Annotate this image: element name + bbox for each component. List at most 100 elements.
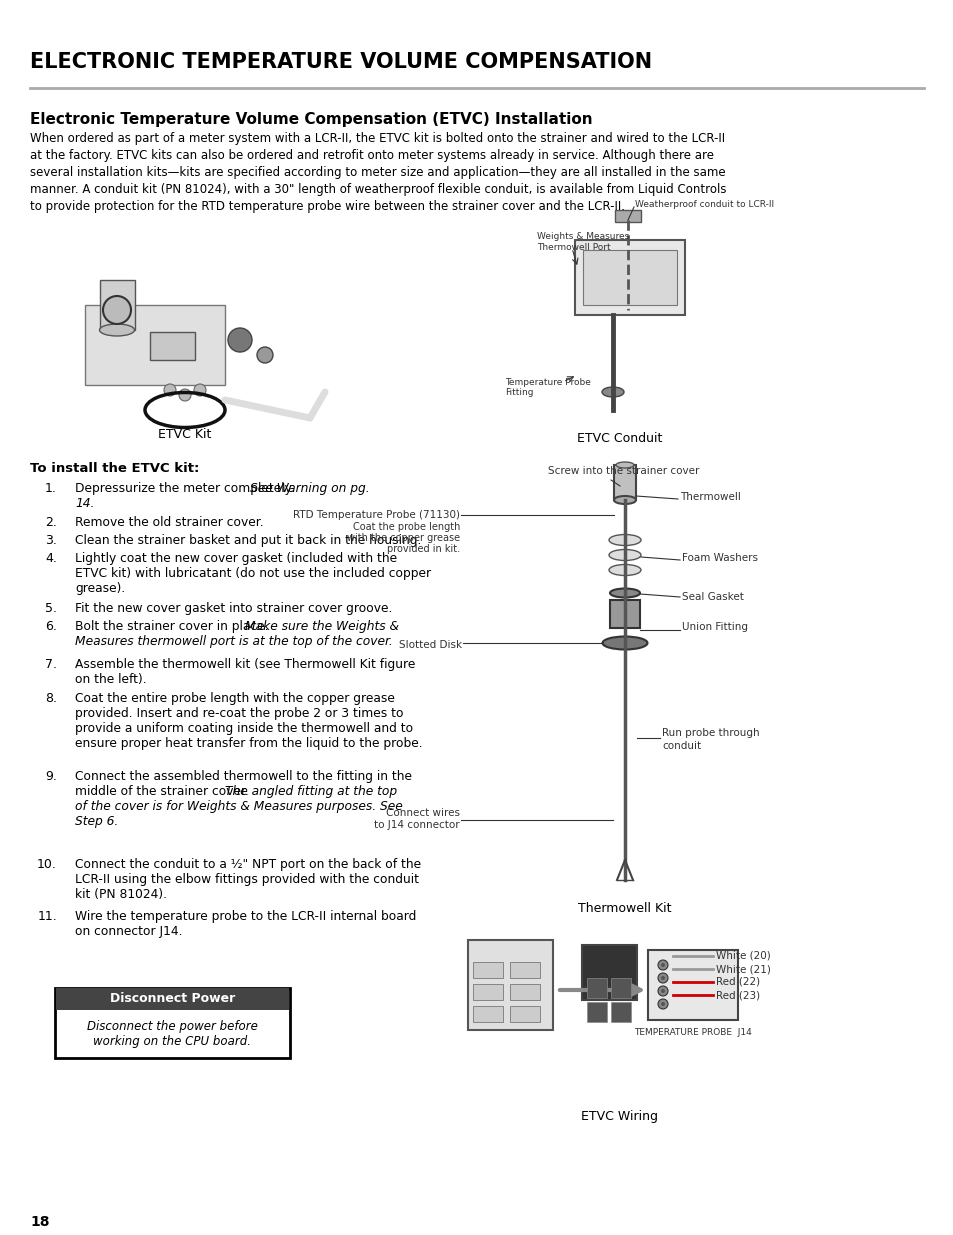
Bar <box>615 210 640 222</box>
Text: Weights & Measures: Weights & Measures <box>537 232 629 241</box>
Text: with the copper grease: with the copper grease <box>347 534 459 543</box>
Text: Connect wires: Connect wires <box>386 808 459 818</box>
Text: Foam Washers: Foam Washers <box>681 553 758 563</box>
Text: Run probe through: Run probe through <box>661 727 759 739</box>
Ellipse shape <box>608 550 640 561</box>
Text: Wire the temperature probe to the LCR-II internal board: Wire the temperature probe to the LCR-II… <box>75 910 416 923</box>
Text: Thermowell Kit: Thermowell Kit <box>578 902 671 915</box>
Circle shape <box>660 989 664 993</box>
Text: several installation kits—kits are specified according to meter size and applica: several installation kits—kits are speci… <box>30 165 725 179</box>
Circle shape <box>103 296 131 324</box>
Text: 11.: 11. <box>37 910 57 923</box>
Text: Coat the probe length: Coat the probe length <box>353 522 459 532</box>
Text: Step 6.: Step 6. <box>75 815 118 827</box>
Text: on connector J14.: on connector J14. <box>75 925 182 939</box>
Ellipse shape <box>608 564 640 576</box>
Text: Assemble the thermowell kit (see Thermowell Kit figure: Assemble the thermowell kit (see Thermow… <box>75 658 415 671</box>
Text: Depressurize the meter completely.: Depressurize the meter completely. <box>75 482 297 495</box>
Text: 1.: 1. <box>45 482 57 495</box>
Bar <box>510 984 539 1000</box>
Text: provided. Insert and re-coat the probe 2 or 3 times to: provided. Insert and re-coat the probe 2… <box>75 706 403 720</box>
Bar <box>575 240 684 315</box>
Text: ensure proper heat transfer from the liquid to the probe.: ensure proper heat transfer from the liq… <box>75 737 422 750</box>
Ellipse shape <box>601 387 623 396</box>
Circle shape <box>256 347 273 363</box>
Text: Connect the assembled thermowell to the fitting in the: Connect the assembled thermowell to the … <box>75 769 412 783</box>
Text: Clean the strainer basket and put it back in the housing.: Clean the strainer basket and put it bac… <box>75 534 421 547</box>
Text: Weatherproof conduit to LCR-II: Weatherproof conduit to LCR-II <box>635 200 773 209</box>
Bar <box>614 466 636 500</box>
Bar <box>610 1002 630 1023</box>
Text: 18: 18 <box>30 1215 50 1229</box>
Text: to J14 connector: to J14 connector <box>374 820 459 830</box>
Circle shape <box>660 976 664 981</box>
Text: Remove the old strainer cover.: Remove the old strainer cover. <box>75 516 263 529</box>
Text: ETVC Wiring: ETVC Wiring <box>581 1110 658 1123</box>
Bar <box>510 962 539 978</box>
Circle shape <box>658 999 667 1009</box>
Text: grease).: grease). <box>75 582 125 595</box>
Text: To install the ETVC kit:: To install the ETVC kit: <box>30 462 199 475</box>
Text: Lightly coat the new cover gasket (included with the: Lightly coat the new cover gasket (inclu… <box>75 552 396 564</box>
Text: of the cover is for Weights & Measures purposes. See: of the cover is for Weights & Measures p… <box>75 800 402 813</box>
Bar <box>56 988 289 1010</box>
Text: at the factory. ETVC kits can also be ordered and retrofit onto meter systems al: at the factory. ETVC kits can also be or… <box>30 149 713 162</box>
Text: ETVC Conduit: ETVC Conduit <box>577 432 662 445</box>
Text: 9.: 9. <box>45 769 57 783</box>
Text: Make sure the Weights &: Make sure the Weights & <box>245 620 398 634</box>
Text: Disconnect Power: Disconnect Power <box>110 993 234 1005</box>
Bar <box>582 249 677 305</box>
Text: provide a uniform coating inside the thermowell and to: provide a uniform coating inside the the… <box>75 722 413 735</box>
Text: Union Fitting: Union Fitting <box>681 622 747 632</box>
Bar <box>100 280 135 330</box>
Circle shape <box>193 384 206 396</box>
Bar <box>85 305 225 385</box>
Bar <box>510 1007 539 1023</box>
Text: 6.: 6. <box>45 620 57 634</box>
Text: manner. A conduit kit (PN 81024), with a 30" length of weatherproof flexible con: manner. A conduit kit (PN 81024), with a… <box>30 183 726 196</box>
Text: 10.: 10. <box>37 858 57 871</box>
Text: 2.: 2. <box>45 516 57 529</box>
Text: 8.: 8. <box>45 692 57 705</box>
Text: 4.: 4. <box>45 552 57 564</box>
Bar <box>586 1002 606 1023</box>
Text: White (20): White (20) <box>716 951 770 961</box>
Text: Red (22): Red (22) <box>716 977 760 987</box>
Bar <box>473 1007 502 1023</box>
Text: Temperature Probe
Fitting: Temperature Probe Fitting <box>504 378 590 398</box>
Text: Seal Gasket: Seal Gasket <box>681 592 743 601</box>
Text: provided in kit.: provided in kit. <box>387 543 459 555</box>
Text: conduit: conduit <box>661 741 700 751</box>
Text: LCR-II using the elbow fittings provided with the conduit: LCR-II using the elbow fittings provided… <box>75 873 418 885</box>
Text: When ordered as part of a meter system with a LCR-II, the ETVC kit is bolted ont: When ordered as part of a meter system w… <box>30 132 724 144</box>
Text: Fit the new cover gasket into strainer cover groove.: Fit the new cover gasket into strainer c… <box>75 601 392 615</box>
Text: Screw into the strainer cover: Screw into the strainer cover <box>547 466 699 475</box>
Text: TEMPERATURE PROBE  J14: TEMPERATURE PROBE J14 <box>634 1028 751 1037</box>
Text: RTD Temperature Probe (71130): RTD Temperature Probe (71130) <box>293 510 459 520</box>
Text: Disconnect the power before
working on the CPU board.: Disconnect the power before working on t… <box>87 1020 257 1049</box>
Circle shape <box>658 960 667 969</box>
Bar <box>473 984 502 1000</box>
Text: See Warning on pg.: See Warning on pg. <box>250 482 369 495</box>
Text: Thermowell Port: Thermowell Port <box>537 243 610 252</box>
Text: Electronic Temperature Volume Compensation (ETVC) Installation: Electronic Temperature Volume Compensati… <box>30 112 592 127</box>
Text: Red (23): Red (23) <box>716 990 760 1000</box>
Ellipse shape <box>99 324 134 336</box>
Circle shape <box>228 329 252 352</box>
Text: 7.: 7. <box>45 658 57 671</box>
Text: The angled fitting at the top: The angled fitting at the top <box>225 785 396 798</box>
Text: 5.: 5. <box>45 601 57 615</box>
Text: on the left).: on the left). <box>75 673 147 685</box>
Ellipse shape <box>602 636 647 650</box>
Bar <box>647 950 738 1020</box>
Text: Connect the conduit to a ½" NPT port on the back of the: Connect the conduit to a ½" NPT port on … <box>75 858 420 871</box>
Circle shape <box>660 1002 664 1007</box>
Text: Slotted Disk: Slotted Disk <box>398 640 461 650</box>
Ellipse shape <box>616 462 634 468</box>
Circle shape <box>658 973 667 983</box>
Text: 3.: 3. <box>45 534 57 547</box>
Text: 14.: 14. <box>75 496 94 510</box>
Bar <box>55 988 290 1058</box>
Text: Bolt the strainer cover in place.: Bolt the strainer cover in place. <box>75 620 273 634</box>
Ellipse shape <box>609 589 639 598</box>
